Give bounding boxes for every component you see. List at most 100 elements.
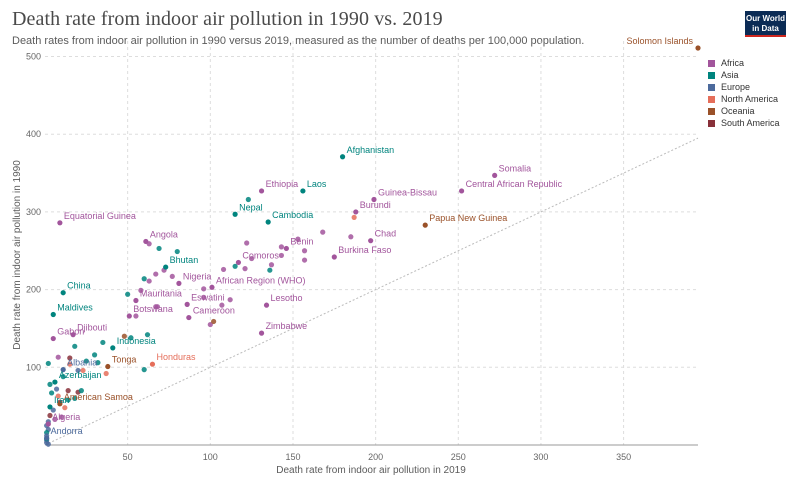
scatter-point[interactable] [219, 302, 225, 308]
scatter-point[interactable] [211, 318, 217, 325]
scatter-point[interactable] [301, 257, 308, 263]
scatter-point-labeled[interactable] [339, 154, 346, 160]
scatter-point[interactable] [320, 229, 326, 235]
scatter-point[interactable] [245, 196, 251, 203]
scatter-point[interactable] [121, 333, 127, 339]
scatter-point-labeled[interactable] [258, 188, 265, 194]
scatter-point[interactable] [278, 252, 285, 259]
scatter-point-labeled[interactable] [45, 421, 51, 427]
scatter-point[interactable] [45, 360, 51, 367]
scatter-point[interactable] [83, 358, 89, 364]
scatter-point[interactable] [53, 386, 60, 392]
scatter-point[interactable] [67, 361, 73, 367]
scatter-point-labeled[interactable] [695, 45, 701, 51]
scatter-point[interactable] [62, 405, 68, 411]
legend-item[interactable]: Africa [708, 57, 780, 69]
scatter-point[interactable] [133, 313, 139, 319]
scatter-point[interactable] [267, 267, 273, 273]
scatter-point[interactable] [55, 354, 61, 360]
legend-item[interactable]: Asia [708, 69, 780, 81]
scatter-point[interactable] [278, 244, 285, 250]
scatter-point-labeled[interactable] [110, 345, 116, 351]
scatter-point-labeled[interactable] [57, 401, 63, 407]
scatter-point-labeled[interactable] [176, 280, 182, 286]
scatter-point[interactable] [153, 271, 159, 277]
scatter-point[interactable] [242, 266, 248, 272]
scatter-point-labeled[interactable] [126, 313, 132, 319]
scatter-point-labeled[interactable] [492, 172, 498, 179]
scatter-point[interactable] [47, 412, 53, 419]
legend-item[interactable]: Oceania [708, 105, 780, 117]
scatter-point[interactable] [348, 234, 354, 240]
scatter-point[interactable] [156, 245, 162, 252]
scatter-point[interactable] [141, 367, 147, 373]
scatter-point-labeled[interactable] [60, 367, 66, 373]
scatter-point[interactable] [91, 352, 98, 358]
scatter-point[interactable] [47, 381, 53, 387]
scatter-point[interactable] [65, 388, 71, 394]
scatter-point-labeled[interactable] [283, 245, 289, 252]
scatter-point-labeled[interactable] [163, 264, 169, 270]
scatter-point[interactable] [153, 304, 159, 310]
scatter-point-labeled[interactable] [300, 188, 306, 194]
scatter-point[interactable] [244, 240, 250, 246]
scatter-point[interactable] [52, 416, 58, 422]
scatter-point[interactable] [58, 414, 65, 420]
owid-logo[interactable]: Our World in Data [745, 11, 786, 37]
scatter-point-labeled[interactable] [458, 188, 465, 194]
scatter-point-labeled[interactable] [422, 222, 428, 228]
scatter-point[interactable] [232, 263, 238, 269]
legend-item[interactable]: North America [708, 93, 780, 105]
scatter-point[interactable] [169, 273, 175, 280]
scatter-point[interactable] [72, 343, 78, 349]
scatter-point-labeled[interactable] [70, 332, 76, 338]
scatter-point-labeled[interactable] [235, 259, 242, 266]
scatter-point[interactable] [144, 332, 151, 338]
scatter-point-labeled[interactable] [105, 363, 111, 370]
scatter-point[interactable] [75, 367, 81, 374]
scatter-point[interactable] [174, 248, 180, 255]
scatter-point-labeled[interactable] [353, 209, 359, 215]
scatter-point[interactable] [295, 236, 301, 242]
scatter-point-labeled[interactable] [184, 301, 190, 307]
scatter-point[interactable] [45, 441, 51, 447]
scatter-point[interactable] [227, 297, 233, 303]
scatter-point-labeled[interactable] [50, 311, 56, 318]
scatter-point[interactable] [95, 360, 101, 366]
scatter-point[interactable] [128, 335, 134, 341]
scatter-point[interactable] [146, 278, 152, 284]
scatter-point[interactable] [201, 286, 207, 292]
scatter-point[interactable] [220, 266, 227, 273]
legend-item[interactable]: South America [708, 117, 780, 129]
scatter-point-labeled[interactable] [50, 335, 56, 342]
scatter-point-labeled[interactable] [47, 404, 53, 410]
scatter-point[interactable] [301, 248, 308, 254]
scatter-point[interactable] [65, 397, 71, 403]
scatter-point[interactable] [351, 214, 357, 220]
scatter-point-labeled[interactable] [232, 211, 238, 217]
scatter-point[interactable] [249, 255, 255, 262]
scatter-point[interactable] [103, 370, 109, 377]
scatter-point[interactable] [80, 367, 86, 374]
scatter-point-labeled[interactable] [265, 219, 271, 225]
scatter-point[interactable] [49, 390, 55, 396]
scatter-point-labeled[interactable] [368, 238, 374, 244]
scatter-point-labeled[interactable] [149, 361, 156, 367]
scatter-point[interactable] [60, 374, 66, 380]
scatter-point-labeled[interactable] [331, 254, 337, 260]
scatter-point[interactable] [138, 287, 144, 293]
legend-item[interactable]: Europe [708, 81, 780, 93]
scatter-point[interactable] [50, 407, 56, 413]
scatter-point-labeled[interactable] [371, 196, 377, 203]
scatter-point[interactable] [78, 388, 84, 394]
scatter-point[interactable] [268, 262, 275, 268]
scatter-point-labeled[interactable] [258, 330, 265, 336]
scatter-point[interactable] [55, 393, 61, 399]
scatter-point[interactable] [201, 294, 207, 300]
scatter-point-labeled[interactable] [133, 297, 139, 304]
scatter-point[interactable] [72, 395, 78, 401]
scatter-point[interactable] [67, 355, 73, 361]
scatter-point[interactable] [100, 339, 106, 346]
scatter-point[interactable] [141, 276, 147, 282]
scatter-point[interactable] [207, 321, 213, 328]
